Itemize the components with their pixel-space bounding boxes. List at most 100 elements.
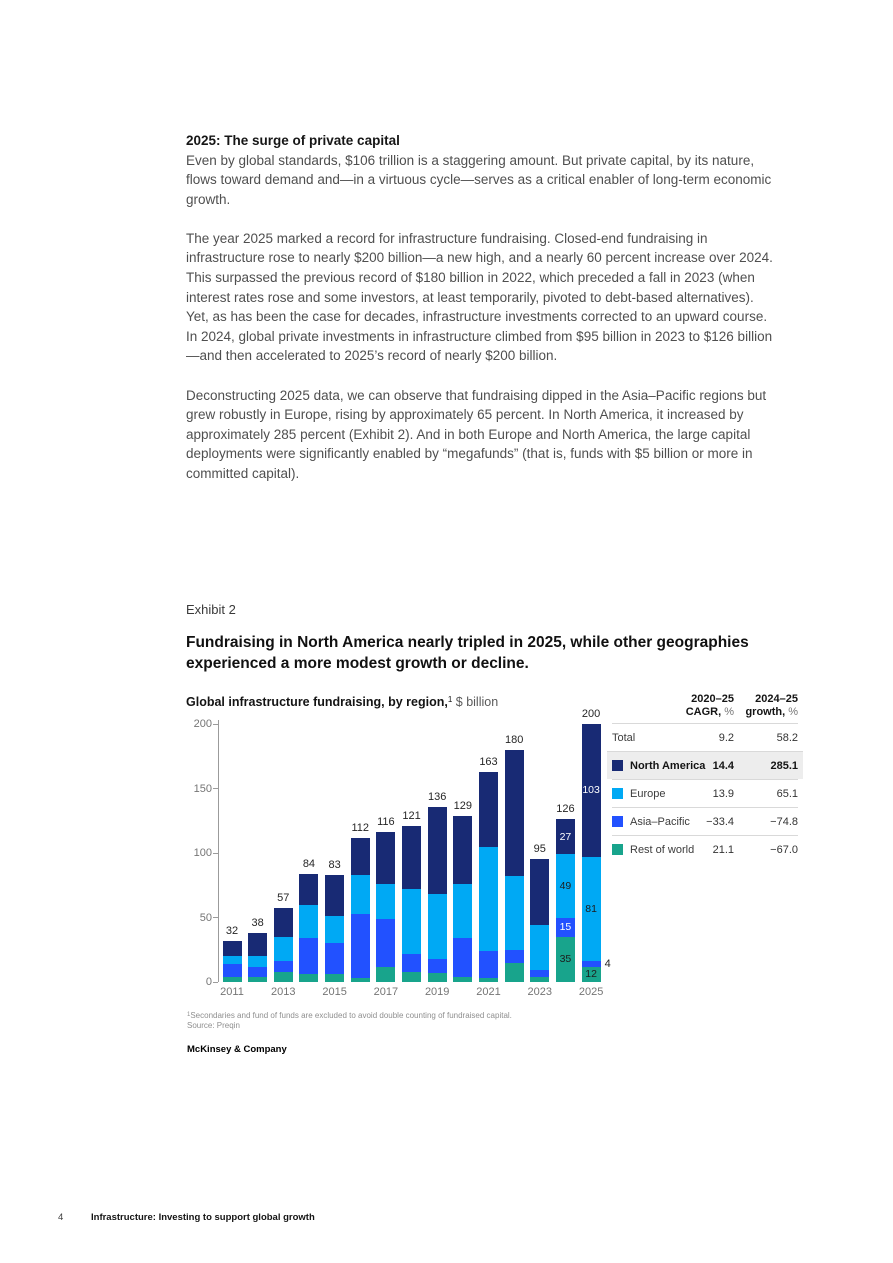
x-axis-tick-label: 2023 xyxy=(527,986,553,998)
bar-segment-north_america-2018 xyxy=(402,825,422,890)
y-axis-tick-label: 50 xyxy=(199,911,212,924)
segment-value-label: 27 xyxy=(559,830,572,843)
region-label: Asia–Pacific xyxy=(630,815,690,828)
bar-segment-rest_of_world-2012 xyxy=(248,976,268,982)
footer-title: Infrastructure: Investing to support glo… xyxy=(91,1212,315,1223)
cagr-value: −33.4 xyxy=(706,815,734,828)
bar-segment-europe-2014 xyxy=(299,904,319,939)
y-axis-tick xyxy=(213,981,218,983)
bar-segment-europe-2011 xyxy=(222,956,242,964)
bar-total-label-2022: 180 xyxy=(504,733,524,746)
bar-segment-europe-2012 xyxy=(248,956,268,967)
bar-total-label-2015: 83 xyxy=(328,858,341,871)
y-axis-tick-label: 0 xyxy=(205,976,212,988)
exhibit-label: Exhibit 2 xyxy=(186,602,236,617)
cagr-value: 13.9 xyxy=(712,787,734,800)
exhibit-title: Fundraising in North America nearly trip… xyxy=(186,634,749,672)
legend-table-header: 2020–25 CAGR, % 2024–25 growth, % xyxy=(612,693,798,723)
percent-sign: % xyxy=(788,706,798,718)
bar-segment-rest_of_world-2024 xyxy=(555,936,575,982)
x-axis-tick-label: 2011 xyxy=(220,986,244,998)
bar-segment-north_america-2025 xyxy=(581,724,601,857)
x-axis-tick-label: 2021 xyxy=(476,986,501,998)
bar-segment-north_america-2022 xyxy=(504,749,524,877)
bar-segment-rest_of_world-2016 xyxy=(350,978,370,982)
source-line: Source: Preqin xyxy=(187,1021,240,1030)
bar-segment-rest_of_world-2011 xyxy=(222,976,242,982)
bar-total-label-2025: 200 xyxy=(581,708,601,720)
bar-segment-north_america-2012 xyxy=(248,932,268,957)
region-label: North America xyxy=(630,759,706,772)
bar-segment-europe-2019 xyxy=(427,894,447,959)
bar-segment-asia_pacific-2018 xyxy=(402,953,422,972)
bar-segment-north_america-2016 xyxy=(350,837,370,875)
bar-segment-asia_pacific-2017 xyxy=(376,918,396,967)
stacked-bar-chart: 0 50 100 150 200 32 2011 38 57 2013 84 83 2015 112 116… xyxy=(186,708,611,998)
bar-segment-asia_pacific-2020 xyxy=(453,938,473,977)
segment-value-label: 35 xyxy=(559,953,572,966)
bar-segment-asia_pacific-2016 xyxy=(350,913,370,979)
bar-total-label-2014: 84 xyxy=(302,857,316,870)
bar-segment-europe-2013 xyxy=(273,936,293,962)
cagr-value: 9.2 xyxy=(718,731,734,744)
y-axis-tick xyxy=(213,852,218,854)
chart-subtitle: Global infrastructure fundraising, by re… xyxy=(186,693,498,709)
bar-segment-europe-2025 xyxy=(581,856,601,962)
footnotes: 1Secondaries and fund of funds are exclu… xyxy=(187,1010,512,1031)
north-america-swatch-icon xyxy=(612,760,623,771)
bar-segment-north_america-2011 xyxy=(222,940,242,957)
page-number: 4 xyxy=(58,1212,64,1223)
exhibit-2: Exhibit 2 Fundraising in North America n… xyxy=(186,602,803,1073)
bar-total-label-2023: 95 xyxy=(533,843,546,856)
segment-value-label: 49 xyxy=(559,879,572,892)
x-axis-tick-label: 2015 xyxy=(322,986,347,998)
bar-segment-rest_of_world-2022 xyxy=(504,962,524,982)
region-label: Total xyxy=(612,731,636,744)
segment-value-label: 81 xyxy=(585,903,597,916)
bar-segment-asia_pacific-2022 xyxy=(504,949,524,963)
bar-segment-europe-2020 xyxy=(453,883,473,939)
europe-swatch-icon xyxy=(612,788,623,799)
bar-total-label-2021: 163 xyxy=(479,755,498,768)
asia-pacific-swatch-icon xyxy=(612,816,623,827)
bar-segment-north_america-2023 xyxy=(530,859,550,926)
bar-segment-rest_of_world-2021 xyxy=(479,978,498,982)
chart-area: Global infrastructure fundraising, by re… xyxy=(186,693,803,1073)
table-row-asia-pacific: Asia–Pacific −33.4 −74.8 xyxy=(612,807,798,835)
growth-value: 58.2 xyxy=(776,731,798,744)
chart-subtitle-bold: Global infrastructure fundraising, by re… xyxy=(186,695,448,709)
bar-segment-europe-2022 xyxy=(504,876,524,950)
bar-segment-north_america-2017 xyxy=(376,832,396,884)
growth-value: −74.8 xyxy=(770,815,798,828)
y-axis-line xyxy=(218,720,219,982)
y-axis-tick-label: 150 xyxy=(193,782,212,795)
bar-total-label-2020: 129 xyxy=(453,799,473,812)
bar-segment-asia_pacific-2023 xyxy=(530,970,550,977)
bar-segment-europe-2017 xyxy=(376,883,396,919)
bar-total-label-2012: 38 xyxy=(251,916,264,929)
bar-segment-europe-2021 xyxy=(479,846,498,952)
x-axis-tick-label: 2025 xyxy=(578,986,604,998)
table-row-north-america: North America 14.4 285.1 xyxy=(607,751,803,779)
bar-total-label-2016: 112 xyxy=(351,821,370,834)
bar-segment-rest_of_world-2019 xyxy=(427,972,447,982)
legend-table: 2020–25 CAGR, % 2024–25 growth, % Total 9… xyxy=(607,693,803,863)
growth-value: −67.0 xyxy=(770,843,798,856)
growth-column-header: 2024–25 growth, % xyxy=(745,693,798,718)
article-section: 2025: The surge of private capital Even … xyxy=(186,131,778,503)
rest-of-world-swatch-icon xyxy=(612,844,623,855)
bar-segment-europe-2023 xyxy=(530,925,550,971)
region-label: Europe xyxy=(630,787,666,800)
bar-segment-asia_pacific-2015 xyxy=(325,943,345,975)
segment-value-label: 15 xyxy=(559,921,572,934)
table-row-europe: Europe 13.9 65.1 xyxy=(612,779,798,807)
bar-segment-rest_of_world-2025 xyxy=(581,966,601,982)
bar-total-label-2013: 57 xyxy=(277,892,290,905)
bar-segment-europe-2015 xyxy=(325,916,345,944)
x-axis-tick-label: 2013 xyxy=(271,986,296,998)
paragraph-1: Even by global standards, $106 trillion … xyxy=(186,152,772,207)
bar-segment-asia_pacific-2012 xyxy=(248,966,268,977)
paragraph-3: Deconstructing 2025 data, we can observe… xyxy=(186,387,767,481)
bar-segment-asia_pacific-2013 xyxy=(273,961,293,972)
bar-segment-north_america-2014 xyxy=(299,873,319,905)
